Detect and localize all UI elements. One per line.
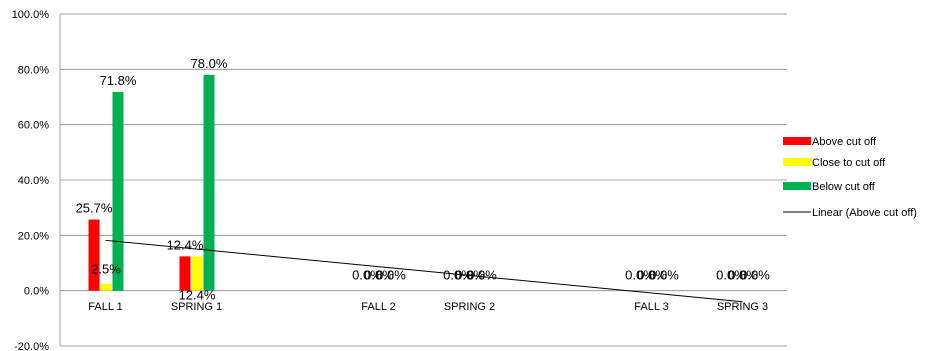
data-label: 12.4%: [179, 288, 216, 303]
data-label: 71.8%: [100, 73, 137, 88]
y-axis: -20.0% 0.0% 20.0% 40.0% 60.0% 80.0% 100.0%: [12, 9, 61, 351]
legend-swatch: [783, 182, 811, 190]
x-tick-label: FALL 3: [634, 301, 668, 313]
legend-label: Below cut off: [812, 181, 876, 193]
bar: [112, 92, 124, 291]
data-label: 78.0%: [191, 56, 228, 71]
bar: [203, 74, 215, 291]
legend-swatch: [783, 137, 811, 145]
x-tick-label: SPRING 2: [444, 301, 495, 313]
y-tick-label: -20.0%: [14, 341, 49, 351]
y-tick-label: 40.0%: [18, 175, 49, 187]
x-tick-label: SPRING 1: [171, 301, 222, 313]
bar: [88, 219, 100, 291]
legend-swatch: [783, 158, 811, 166]
data-label: 0.0%: [625, 268, 655, 283]
data-label: 2.5%: [91, 262, 121, 277]
data-label: 0.0%: [376, 268, 406, 283]
data-label: 25.7%: [76, 201, 113, 216]
data-label: 0.0%: [364, 268, 394, 283]
data-label: 0.0%: [467, 268, 497, 283]
data-labels: 25.7%2.5%71.8%12.4%12.4%78.0%0.0%0.0%0.0…: [76, 56, 771, 303]
trendline: [105, 239, 743, 303]
data-label: 0.0%: [443, 268, 473, 283]
data-label: 0.0%: [352, 268, 382, 283]
trendline-line: [105, 239, 743, 303]
legend-label: Linear (Above cut off): [812, 207, 917, 219]
gridlines: [60, 13, 787, 347]
data-label: 0.0%: [637, 268, 667, 283]
data-label: 0.0%: [728, 268, 758, 283]
data-label: 0.0%: [455, 268, 485, 283]
legend-label: Above cut off: [812, 136, 877, 148]
data-label: 0.0%: [716, 268, 746, 283]
x-axis: FALL 1 SPRING 1 FALL 2 SPRING 2 FALL 3 SPRING…: [88, 301, 768, 313]
y-tick-label: 20.0%: [18, 230, 49, 242]
y-tick-label: 0.0%: [24, 286, 49, 298]
bar: [179, 256, 191, 291]
x-tick-label: FALL 1: [88, 301, 122, 313]
data-label: 0.0%: [740, 268, 770, 283]
y-tick-label: 100.0%: [12, 9, 50, 21]
y-tick-label: 80.0%: [18, 64, 49, 76]
y-tick-label: 60.0%: [18, 120, 49, 132]
x-tick-label: SPRING 3: [717, 301, 768, 313]
bars: [88, 74, 215, 291]
bar: [191, 256, 203, 291]
data-label: 0.0%: [649, 268, 679, 283]
data-label: 12.4%: [167, 237, 204, 252]
bar: [100, 283, 112, 291]
x-tick-label: FALL 2: [361, 301, 395, 313]
legend: Above cut off Close to cut off Below cut o…: [783, 136, 917, 219]
legend-label: Close to cut off: [812, 157, 886, 169]
